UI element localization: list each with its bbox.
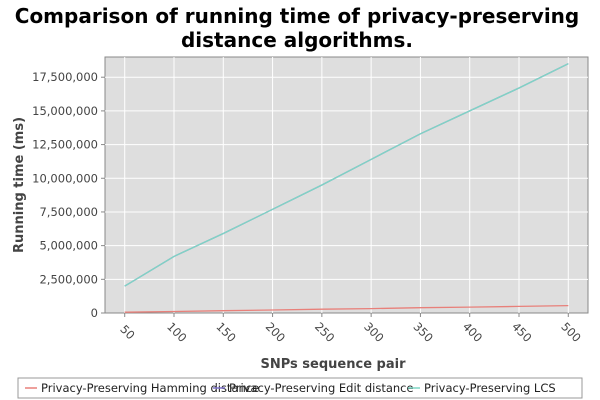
x-tick-label: 200 [263,319,288,344]
y-tick-label: 7,500,000 [39,205,98,219]
legend: Privacy-Preserving Hamming distancePriva… [25,381,556,395]
chart-title-line-1: Comparison of running time of privacy-pr… [15,4,579,28]
y-tick-label: 15,000,000 [32,104,98,118]
series-line-3 [124,63,569,287]
x-tick-label: 300 [361,319,386,344]
x-tick-label: 100 [164,319,189,344]
y-axis: 0 2,500,000 5,000,000 7,500,000 10,000,000 12… [32,70,105,320]
y-axis-label: Running time (ms) [12,117,27,253]
x-axis: 50 100 150 200 250 300 350 400 450 500 [117,313,584,345]
series-line-1 [124,304,569,313]
legend-box [17,377,583,399]
x-tick-label: 500 [558,319,583,344]
plot-area [104,56,589,314]
grid [105,57,588,313]
series-lines [124,63,569,313]
y-tick-label: 10,000,000 [32,171,98,185]
legend-label-2: Privacy-Preserving Edit distance [229,381,414,395]
x-axis-label: SNPs sequence pair [261,357,407,372]
y-tick-label: 12,500,000 [32,138,98,152]
legend-label-1: Privacy-Preserving Hamming distance [41,381,259,395]
y-tick-label: 5,000,000 [39,239,98,253]
chart-title-line-2: distance algorithms. [181,28,413,52]
x-tick-label: 150 [213,319,238,344]
x-tick-label: 350 [411,319,436,344]
x-tick-label: 50 [117,322,137,342]
x-tick-label: 250 [312,319,337,344]
y-tick-label: 17,500,000 [32,70,98,84]
x-tick-label: 450 [509,319,534,344]
y-tick-label: 0 [91,306,98,320]
legend-label-3: Privacy-Preserving LCS [424,381,556,395]
y-tick-label: 2,500,000 [39,272,98,286]
x-tick-label: 400 [460,319,485,344]
